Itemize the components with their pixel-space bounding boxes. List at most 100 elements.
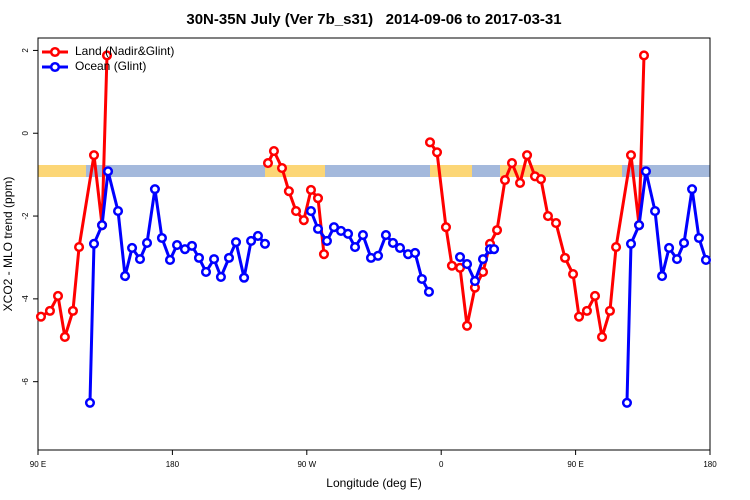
point — [492, 225, 503, 236]
x-tick-label: 180 — [703, 460, 717, 469]
point — [252, 230, 264, 241]
point — [215, 271, 226, 282]
series-line — [40, 55, 646, 339]
point — [461, 259, 473, 270]
point — [321, 235, 333, 246]
land-strip — [38, 165, 86, 177]
point — [657, 271, 668, 282]
point — [477, 254, 489, 265]
point — [312, 223, 324, 234]
point — [625, 238, 637, 249]
point — [416, 273, 427, 285]
legend-label: Ocean (Glint) — [75, 59, 146, 73]
point — [514, 177, 526, 188]
x-tick-label: 90 W — [297, 460, 316, 469]
point — [581, 305, 592, 316]
point — [120, 271, 131, 282]
point — [349, 242, 361, 253]
point — [550, 218, 562, 229]
point — [97, 220, 108, 231]
point — [127, 242, 138, 253]
point — [423, 286, 435, 297]
point — [74, 242, 85, 253]
legend-marker — [49, 46, 61, 58]
point — [440, 222, 452, 233]
point — [149, 184, 160, 195]
point — [469, 276, 480, 287]
point — [305, 206, 317, 217]
point — [372, 250, 384, 261]
point — [101, 50, 113, 61]
point — [44, 305, 55, 316]
x-tick-label: 180 — [166, 460, 180, 469]
legend-marker — [49, 61, 61, 73]
point — [312, 193, 324, 204]
point — [394, 242, 406, 253]
point — [164, 254, 176, 265]
plot-frame — [37, 37, 711, 451]
point — [596, 331, 608, 343]
point — [52, 290, 64, 302]
point — [305, 184, 317, 196]
chart-title: 30N-35N July (Ver 7b_s31) 2014-09-06 to … — [186, 11, 561, 28]
point — [342, 228, 354, 239]
point — [589, 290, 601, 302]
point — [664, 242, 675, 253]
point — [693, 232, 704, 244]
point — [649, 206, 661, 217]
point — [506, 157, 518, 169]
land-strip — [430, 165, 472, 177]
point — [446, 260, 458, 271]
point — [357, 230, 368, 241]
point — [141, 237, 153, 249]
point — [102, 166, 114, 177]
point — [259, 238, 271, 249]
point — [604, 305, 615, 316]
point — [246, 235, 257, 246]
x-tick-label: 90 E — [567, 460, 583, 469]
point — [283, 186, 294, 197]
point — [209, 254, 220, 265]
point — [573, 311, 585, 322]
point — [318, 249, 330, 260]
point — [35, 311, 47, 322]
point — [621, 397, 633, 408]
x-axis-label: Longitude (deg E) — [326, 476, 421, 490]
y-tick-label: -2 — [21, 212, 30, 220]
point — [454, 251, 466, 263]
point — [112, 206, 124, 217]
point — [542, 211, 554, 222]
point — [568, 268, 579, 280]
point — [239, 272, 250, 283]
y-tick-label: -4 — [21, 295, 30, 303]
point — [88, 238, 100, 249]
point — [230, 237, 242, 248]
point — [535, 174, 547, 185]
point — [193, 252, 205, 263]
point — [290, 206, 302, 217]
point — [387, 237, 399, 249]
y-tick-label: -6 — [21, 378, 30, 386]
point — [634, 220, 645, 231]
point — [298, 215, 309, 226]
point — [640, 166, 651, 177]
point — [461, 320, 473, 331]
point — [156, 232, 167, 244]
point — [67, 305, 78, 316]
land-ocean-strip — [38, 165, 710, 177]
point — [671, 254, 683, 265]
point — [171, 239, 183, 251]
legend-label: Land (Nadir&Glint) — [75, 44, 174, 58]
point — [431, 147, 443, 158]
x-tick-label: 90 E — [30, 460, 46, 469]
point — [625, 150, 637, 161]
point — [380, 230, 391, 241]
point — [424, 137, 436, 148]
point — [200, 266, 212, 277]
point — [276, 162, 288, 174]
point — [522, 150, 533, 161]
point — [559, 252, 571, 263]
point — [186, 240, 198, 251]
point — [611, 242, 622, 253]
